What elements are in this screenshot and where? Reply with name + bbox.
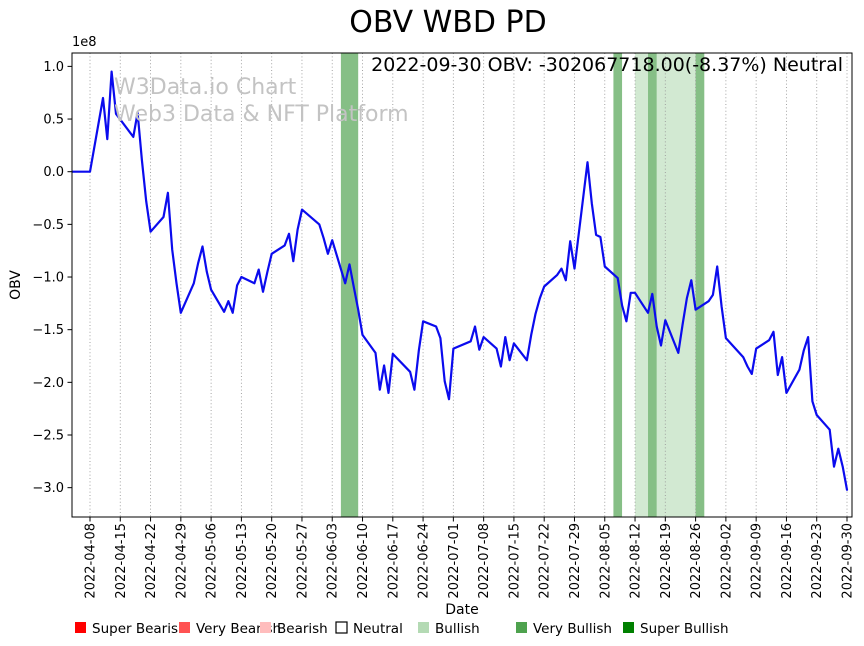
obv-line — [71, 70, 849, 491]
legend-label: Bullish — [435, 621, 480, 637]
obv-line-layer — [71, 70, 849, 491]
legend-item-very-bearish: Very Bearish — [179, 621, 281, 637]
x-tick-label: 2022-06-10 — [356, 523, 371, 599]
legend-swatch — [623, 622, 634, 633]
legend-label: Bearish — [277, 621, 328, 637]
legend-item-neutral: Neutral — [335, 621, 403, 637]
x-tick-label: 2022-08-19 — [659, 523, 674, 599]
watermark-line1: W3Data.io Chart — [114, 75, 297, 100]
legend-label: Super Bearish — [92, 621, 187, 637]
legend-item-very-bullish: Very Bullish — [516, 621, 612, 637]
legend-item-bearish: Bearish — [260, 621, 328, 637]
y-tick-labels-layer: 1.0 0.5 0.0 −0.5 −1.0 −1.5 −2.0 −2.5 −3.0 — [32, 60, 64, 496]
x-tick-label: 2022-06-03 — [326, 523, 341, 599]
chart-title: OBV WBD PD — [349, 5, 546, 40]
band-very_bullish — [340, 53, 359, 517]
tick-marks-layer — [67, 65, 848, 522]
legend-swatch — [260, 622, 271, 633]
legend-swatch — [418, 622, 429, 633]
x-tick-label: 2022-05-06 — [205, 523, 220, 599]
x-tick-labels-layer: 2022-04-08 2022-04-15 2022-04-22 2022-04-29… — [84, 523, 856, 599]
y-tick-label: −0.5 — [32, 218, 64, 233]
legend-item-super-bearish: Super Bearish — [75, 621, 187, 637]
y-tick-label: 0.5 — [43, 113, 64, 128]
band-very_bullish — [648, 53, 657, 517]
band-bullish — [635, 53, 705, 517]
x-tick-label: 2022-04-29 — [174, 523, 189, 599]
legend-label: Very Bullish — [533, 621, 612, 637]
legend-swatch — [516, 622, 527, 633]
x-axis-label: Date — [445, 602, 478, 618]
y-tick-label: −2.5 — [32, 429, 64, 444]
x-tick-label: 2022-05-13 — [235, 523, 250, 599]
y-tick-label: −3.0 — [32, 481, 64, 496]
band-very_bullish — [695, 53, 705, 517]
last-value-annotation: 2022-09-30 OBV: -302067718.00(-8.37%) Ne… — [371, 54, 843, 76]
axes-frame — [71, 52, 853, 518]
x-tick-label: 2022-05-27 — [295, 523, 310, 599]
legend-swatch — [75, 622, 86, 633]
legend-swatch — [179, 622, 190, 633]
legend-swatch — [335, 621, 348, 634]
y-axis-label: OBV — [8, 270, 24, 300]
x-tick-label: 2022-07-22 — [538, 523, 553, 599]
x-tick-label: 2022-08-26 — [689, 523, 704, 599]
x-tick-label: 2022-04-08 — [84, 523, 99, 599]
watermark-line2: Web3 Data & NFT Platform — [114, 102, 409, 127]
x-tick-label: 2022-08-12 — [629, 523, 644, 599]
x-tick-label: 2022-04-22 — [144, 523, 159, 599]
x-tick-label: 2022-05-20 — [265, 523, 280, 599]
x-tick-label: 2022-09-02 — [719, 523, 734, 599]
legend-item-bullish: Bullish — [418, 621, 480, 637]
x-tick-label: 2022-06-17 — [386, 523, 401, 599]
x-tick-label: 2022-09-16 — [780, 523, 795, 599]
axes-frame-layer — [71, 52, 853, 518]
y-axis-scale-label: 1e8 — [72, 35, 97, 50]
legend-label: Super Bullish — [640, 621, 729, 637]
x-tick-label: 2022-07-01 — [447, 523, 462, 599]
x-tick-label: 2022-04-15 — [114, 523, 129, 599]
x-tick-label: 2022-07-15 — [507, 523, 522, 599]
legend-label: Neutral — [353, 621, 403, 637]
legend-label: Very Bearish — [196, 621, 281, 637]
y-tick-label: −1.0 — [32, 271, 64, 286]
legend-item-super-bullish: Super Bullish — [623, 621, 729, 637]
y-tick-label: 1.0 — [43, 60, 64, 75]
y-tick-label: −2.0 — [32, 376, 64, 391]
x-tick-label: 2022-09-23 — [810, 523, 825, 599]
x-tick-label: 2022-06-24 — [417, 523, 432, 599]
y-tick-label: 0.0 — [43, 165, 64, 180]
gridlines-layer — [89, 53, 848, 517]
x-tick-label: 2022-09-09 — [750, 523, 765, 599]
x-tick-label: 2022-07-08 — [477, 523, 492, 599]
y-tick-label: −1.5 — [32, 323, 64, 338]
x-tick-label: 2022-07-29 — [568, 523, 583, 599]
x-tick-label: 2022-08-05 — [598, 523, 613, 599]
x-tick-label: 2022-09-30 — [840, 523, 855, 599]
